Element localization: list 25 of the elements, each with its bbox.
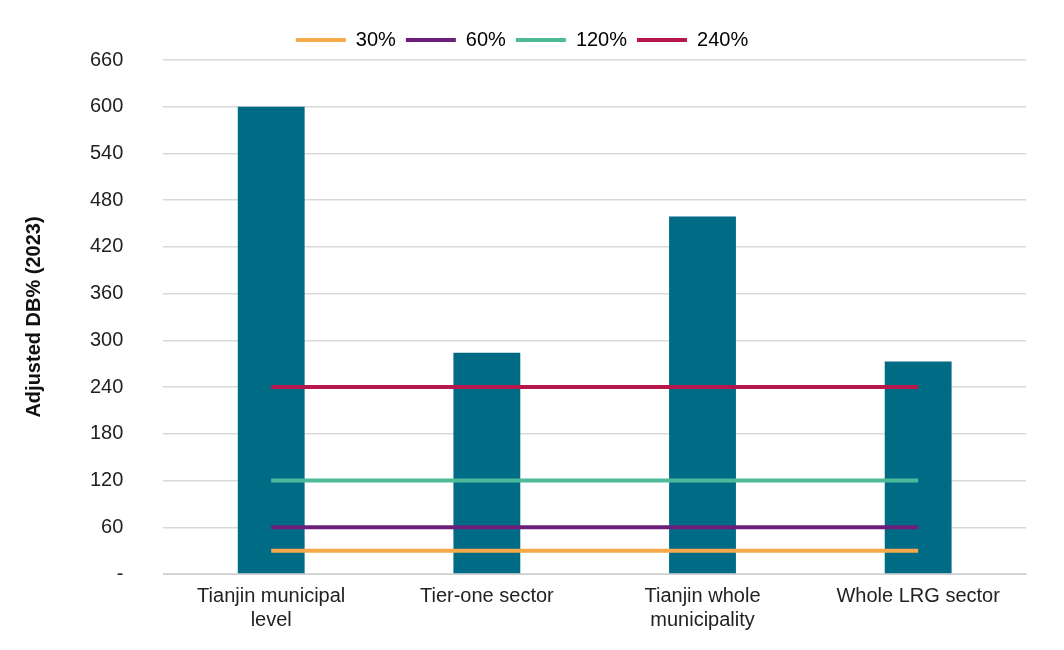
y-tick-label: 540 <box>89 140 124 163</box>
y-tick-label: 120 <box>89 468 124 491</box>
bar <box>884 361 952 574</box>
y-tick-label: 60 <box>101 514 124 537</box>
y-tick-label: 240 <box>89 374 124 397</box>
legend-label: 120% <box>575 27 628 50</box>
y-axis-title: Adjusted DB% (2023) <box>21 216 44 418</box>
y-tick-label: 600 <box>89 94 124 117</box>
y-tick-label: 360 <box>89 281 124 304</box>
x-tick-label: Whole LRG sector <box>836 583 1001 606</box>
legend-label: 60% <box>465 27 507 50</box>
legend-label: 30% <box>355 27 397 50</box>
x-tick-label: Tier-one sector <box>419 583 555 606</box>
bar <box>453 352 521 574</box>
y-tick-label: 420 <box>89 234 124 257</box>
x-tick-label: Tianjin municipal level <box>197 583 346 630</box>
x-tick-label: Tianjin whole municipality <box>644 583 761 630</box>
y-tick-label: - <box>116 561 124 584</box>
bar <box>237 106 305 574</box>
y-tick-label: 660 <box>89 47 124 70</box>
y-tick-label: 180 <box>89 421 124 444</box>
legend-label: 240% <box>697 27 749 50</box>
bar <box>669 216 736 574</box>
y-tick-label: 480 <box>89 187 124 210</box>
y-tick-label: 300 <box>89 327 124 350</box>
